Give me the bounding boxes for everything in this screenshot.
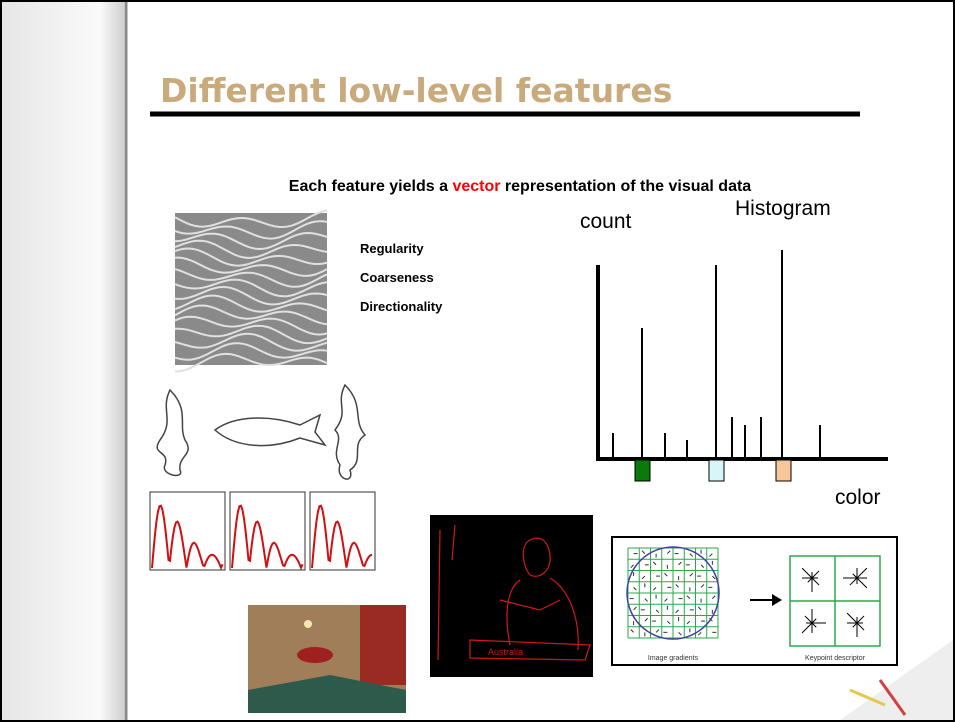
color-swatch bbox=[709, 460, 724, 481]
subtitle-part: representation of the visual data bbox=[505, 178, 751, 195]
edge-image-caption: Australia bbox=[488, 647, 523, 657]
descriptor-caption: Keypoint descriptor bbox=[805, 655, 866, 662]
photo bbox=[248, 605, 406, 713]
subtitle: Each feature yields a vector representat… bbox=[289, 178, 752, 195]
texture-label: Regularity bbox=[360, 241, 424, 256]
subtitle-highlight: vector bbox=[452, 178, 500, 195]
texture-image bbox=[175, 211, 327, 372]
slide-title: Different low-level features bbox=[160, 71, 672, 110]
descriptor-figure: Image gradients Keypoint descriptor bbox=[612, 537, 897, 665]
histogram-y-label: count bbox=[580, 210, 632, 233]
binder-strip bbox=[2, 2, 124, 720]
descriptor-caption: Image gradients bbox=[648, 655, 699, 662]
texture-label: Directionality bbox=[360, 299, 443, 314]
texture-label: Coarseness bbox=[360, 270, 434, 285]
histogram-title: Histogram bbox=[735, 197, 831, 220]
color-swatch bbox=[776, 460, 791, 481]
subtitle-part: Each feature yields a bbox=[289, 178, 448, 195]
color-swatch bbox=[635, 460, 650, 481]
slide: Different low-level features Each featur… bbox=[0, 0, 955, 722]
histogram-x-label: color bbox=[835, 486, 881, 509]
edge-image: Australia bbox=[430, 515, 593, 677]
shape-plots bbox=[150, 492, 375, 570]
